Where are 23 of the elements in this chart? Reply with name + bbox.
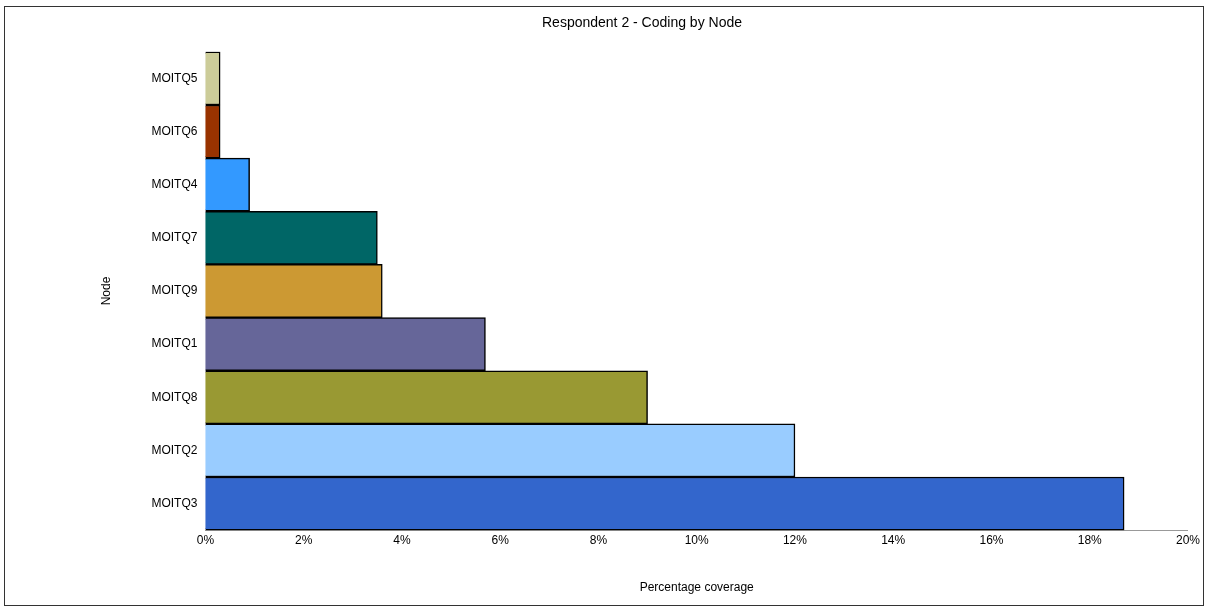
- x-tick-label: 10%: [684, 532, 710, 547]
- chart-title: Respondent 2 - Coding by Node: [541, 14, 743, 31]
- x-tick-label: 6%: [491, 532, 510, 547]
- x-tick-label: 12%: [782, 532, 808, 547]
- x-tick-label: 20%: [1175, 532, 1201, 547]
- x-tick-label: 2%: [294, 532, 313, 547]
- y-axis-title: Node: [98, 276, 113, 306]
- x-tick-label: 8%: [589, 532, 608, 547]
- y-tick-label: MOITQ5: [151, 70, 198, 85]
- y-tick-label: MOITQ7: [151, 230, 198, 245]
- x-tick-label: 16%: [979, 532, 1004, 547]
- y-tick-label: MOITQ1: [151, 336, 198, 351]
- y-tick-label: MOITQ6: [151, 123, 198, 138]
- y-tick-label: MOITQ9: [151, 283, 198, 298]
- y-tick-label: MOITQ2: [151, 442, 198, 457]
- x-tick-label: 18%: [1077, 532, 1103, 547]
- x-tick-label: 0%: [196, 532, 215, 547]
- x-tick-label: 4%: [393, 532, 411, 547]
- y-tick-label: MOITQ4: [151, 177, 198, 191]
- y-tick-label: MOITQ8: [151, 389, 198, 404]
- x-tick-label: 14%: [881, 532, 906, 547]
- y-tick-label: MOITQ3: [151, 495, 198, 510]
- x-axis-title: Percentage coverage: [639, 580, 755, 595]
